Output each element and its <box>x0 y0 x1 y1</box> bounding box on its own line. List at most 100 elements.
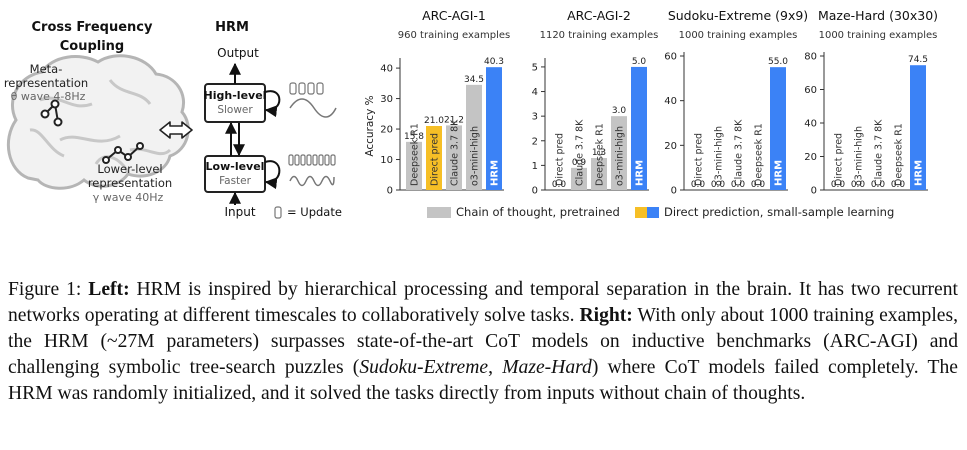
bar-category-label: Claude 3.7 8K <box>734 119 745 186</box>
bar-value-label: 21.0 <box>424 116 444 126</box>
chart-subtitle: 1000 training examples <box>679 30 798 41</box>
chart-title: Sudoku-Extreme (9x9) <box>668 8 808 23</box>
meta-label-line1: Meta- <box>30 62 63 76</box>
caption-left-text: HRM is inspired by hierarchical processi… <box>8 279 958 326</box>
bar-category-label: Claude 3.7 8K <box>450 119 461 186</box>
fast-update-marks <box>288 154 336 166</box>
caption-right-bold: Right: <box>579 305 633 326</box>
y-tick-label: 60 <box>664 52 677 63</box>
y-tick-label: 3 <box>532 112 538 123</box>
y-tick-label: 80 <box>804 52 817 63</box>
bar-value-label: 55.0 <box>768 57 788 67</box>
bar-value-label: 40.3 <box>484 57 504 67</box>
theta-wave-label: θ wave 4-8Hz <box>11 90 86 103</box>
y-tick-label: 20 <box>664 141 677 152</box>
bar-value-label: 0.0 <box>891 180 906 190</box>
bar-value-label: 0.0 <box>831 180 846 190</box>
bar-category-label: Deepseek R1 <box>894 123 905 186</box>
bar-value-label: 5.0 <box>632 57 647 67</box>
bar-category-label: HRM <box>914 160 925 186</box>
meta-label-line2: representation <box>4 76 88 90</box>
double-arrow-icon <box>159 121 193 139</box>
brain-icon <box>6 54 190 190</box>
bar-value-label: 0.0 <box>552 180 567 190</box>
bar-category-label: Deepseek R1 <box>754 123 765 186</box>
lower-label-line2: representation <box>88 176 172 190</box>
bar-value-label: 1.3 <box>592 148 606 158</box>
legend-swatch-direct-blue <box>647 207 659 218</box>
caption-comma: , <box>488 357 503 378</box>
legend-label-direct: Direct prediction, small-sample learning <box>664 205 894 219</box>
y-tick-label: 0 <box>811 186 817 197</box>
bar <box>910 65 926 190</box>
chart-title: ARC-AGI-2 <box>567 8 631 23</box>
figure-svg: Cross Frequency Coupling Meta- represent… <box>4 8 938 219</box>
bar-category-label: HRM <box>490 160 501 186</box>
chart-subtitle: 960 training examples <box>398 30 510 41</box>
bar-category-label: o3-mini-high <box>615 126 626 186</box>
bar-category-label: Claude 3.7 8K <box>575 119 586 186</box>
y-tick-label: 60 <box>804 85 817 96</box>
input-label: Input <box>224 205 255 219</box>
y-tick-label: 0 <box>671 186 677 197</box>
bar-value-label: 0.0 <box>851 180 866 190</box>
lower-network-icon <box>102 142 144 164</box>
bar-category-label: HRM <box>635 160 646 186</box>
y-tick-label: 1 <box>532 161 538 172</box>
low-loop-arrow <box>264 160 281 190</box>
y-tick-label: 40 <box>804 119 817 130</box>
bar <box>770 67 786 190</box>
y-tick-label: 0 <box>532 186 538 197</box>
caption-left-bold: Left: <box>88 279 130 300</box>
bar <box>406 141 422 190</box>
bar-value-label: 21.2 <box>444 115 464 125</box>
caption-maze: Maze-Hard <box>502 357 592 378</box>
chart-title: ARC-AGI-1 <box>422 8 486 23</box>
bar-category-label: Direct pred <box>430 133 441 186</box>
bar <box>446 125 462 190</box>
slow-wave-icon <box>289 98 337 118</box>
bar <box>466 84 482 190</box>
meta-network-icon <box>40 99 63 127</box>
bar-value-label: 34.5 <box>464 75 484 85</box>
y-tick-label: 0 <box>387 186 393 197</box>
caption-right-text-2: ) where CoT models failed completely. Th… <box>8 357 959 404</box>
slow-update-marks <box>289 82 324 95</box>
cfc-title-line1: Cross Frequency <box>32 20 153 35</box>
high-loop-arrow <box>264 90 281 118</box>
y-tick-label: 30 <box>380 94 393 105</box>
bar-category-label: HRM <box>774 160 785 186</box>
high-level-label: High-level <box>204 89 267 102</box>
bar <box>571 167 587 190</box>
figure: Cross Frequency Coupling Meta- represent… <box>4 8 938 219</box>
fast-wave-icon <box>289 175 335 187</box>
figure-caption: Figure 1: Left: HRM is inspired by hiera… <box>8 277 958 407</box>
bar <box>486 67 502 190</box>
bar-value-label: 74.5 <box>908 55 928 65</box>
y-tick-label: 20 <box>380 125 393 136</box>
output-label: Output <box>217 46 259 60</box>
bar-category-label: o3-mini-high <box>714 126 725 186</box>
y-tick-label: 2 <box>532 136 538 147</box>
bar-value-label: 0.0 <box>871 180 886 190</box>
bar-value-label: 0.9 <box>572 158 587 168</box>
bar <box>426 126 442 190</box>
y-tick-label: 40 <box>664 96 677 107</box>
y-tick-label: 5 <box>532 62 538 73</box>
slower-label: Slower <box>217 104 253 116</box>
legend-swatch-direct-yellow <box>635 207 647 218</box>
bar <box>611 116 627 190</box>
gamma-wave-label: γ wave 40Hz <box>93 191 164 204</box>
bar-category-label: o3-mini-high <box>470 126 481 186</box>
bar-category-label: Direct pred <box>694 133 705 186</box>
chart-title: Maze-Hard (30x30) <box>818 8 938 23</box>
chart-subtitle: 1000 training examples <box>819 30 938 41</box>
bar-category-label: Deepseek R1 <box>595 123 606 186</box>
y-axis-label: Accuracy % <box>364 95 376 156</box>
cfc-title-line2: Coupling <box>60 39 125 54</box>
y-tick-label: 10 <box>380 155 393 166</box>
hrm-title: HRM <box>215 20 249 35</box>
faster-label: Faster <box>219 175 252 187</box>
low-level-label: Low-level <box>206 160 265 173</box>
